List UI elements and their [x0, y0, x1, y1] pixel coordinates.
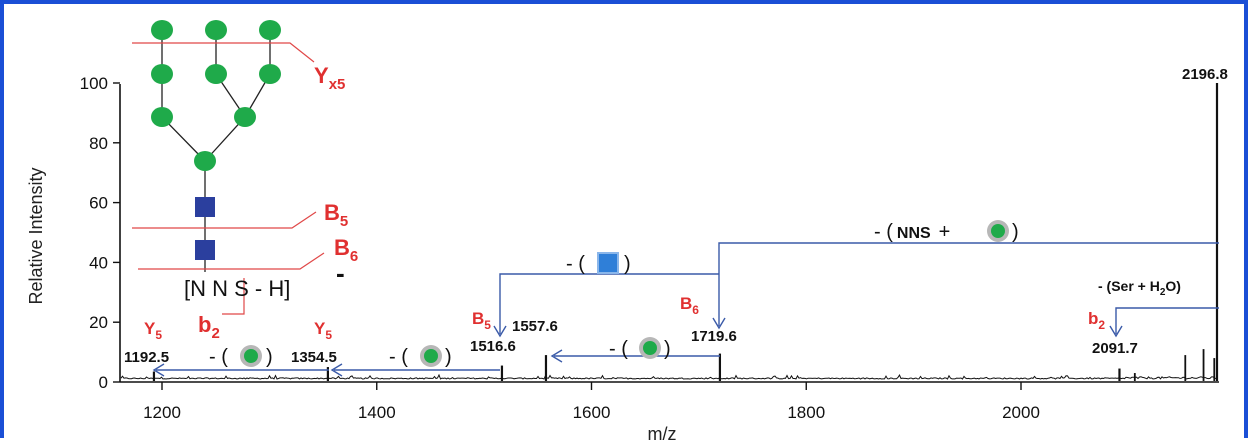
x-tick-label: 1200	[143, 403, 181, 422]
loss-hex-1557: - (	[609, 338, 628, 360]
spectrum-baseline	[120, 373, 1218, 380]
structure-label-b6: B6	[334, 235, 358, 265]
loss-nns-hex: - (NNS +	[874, 221, 950, 243]
ion-label-b2: b2	[1088, 309, 1105, 332]
cleavage-line-b6	[138, 252, 325, 270]
spectrum-peaks	[152, 83, 1219, 381]
charge-label: -	[336, 258, 345, 288]
x-ticks: 1200 1400 1600 1800 2000	[143, 382, 1040, 422]
y-ticks: 0 20 40 60 80 100	[80, 74, 120, 392]
y-tick-label: 40	[89, 253, 108, 272]
hexose-icon	[151, 107, 173, 127]
x-axis-label: m/z	[648, 424, 677, 442]
ion-label-b5: B5	[472, 309, 491, 332]
arrowhead-4	[550, 349, 563, 363]
hexnac-icon	[195, 197, 215, 217]
y-axis-label: Relative Intensity	[26, 167, 46, 304]
hexose-icon	[205, 64, 227, 84]
ion-label-y5-1354: Y5	[314, 319, 332, 342]
arrowhead-1	[712, 317, 726, 330]
hexose-icon	[259, 64, 281, 84]
structure-label-b2: b2	[198, 312, 220, 342]
peak-label-1719-6: 1719.6	[691, 328, 737, 345]
x-tick-label: 1600	[573, 403, 611, 422]
fragment-arrows	[152, 242, 1219, 377]
x-tick-label: 1800	[787, 403, 825, 422]
hexose-icon	[205, 20, 227, 40]
hexnac-icon	[195, 240, 215, 260]
hexnac-light-icon	[597, 252, 619, 274]
cleavage-line-b2	[222, 278, 245, 315]
y-tick-label: 0	[99, 373, 108, 392]
hexose-icon-core	[991, 224, 1005, 238]
hexose-icon	[151, 64, 173, 84]
glycan-structure: Yx5 B5 B6 [N N S - H] - b2	[132, 20, 358, 342]
ion-label-y5-1192: Y5	[144, 319, 162, 342]
loss-hex-1557-close: )	[664, 338, 671, 360]
loss-ser-h2o: - (Ser + H2O)	[1098, 278, 1181, 298]
hexose-icon	[194, 151, 216, 171]
peak-label-2091-7: 2091.7	[1092, 340, 1138, 357]
cleavage-line-b5	[132, 211, 317, 229]
sequence-label: [N N S - H]	[184, 276, 290, 301]
peak-label-1557-6: 1557.6	[512, 318, 558, 335]
structure-label-yx5: Yx5	[314, 63, 345, 93]
loss-hex-1192: - (	[209, 346, 228, 368]
y-tick-label: 80	[89, 134, 108, 153]
loss-hexnac: - (	[566, 253, 585, 275]
x-tick-label: 1400	[358, 403, 396, 422]
structure-label-b5: B5	[324, 200, 348, 230]
loss-nns-close: )	[1012, 221, 1019, 243]
loss-hex-1354-close: )	[445, 346, 452, 368]
hexose-icon-core	[424, 349, 438, 363]
hexose-icon	[151, 20, 173, 40]
loss-hexnac-close: )	[624, 253, 631, 275]
x-tick-label: 2000	[1002, 403, 1040, 422]
hexose-icon-core	[244, 349, 258, 363]
peak-label-1354-5: 1354.5	[291, 349, 337, 366]
ion-label-b6: B6	[680, 294, 699, 317]
loss-hex-1354: - (	[389, 346, 408, 368]
y-tick-label: 60	[89, 194, 108, 213]
peak-label-2196-8: 2196.8	[1182, 66, 1228, 83]
arrowhead-6	[152, 363, 165, 377]
arrowhead-2	[493, 325, 507, 338]
cleavage-line-yx5	[132, 42, 315, 63]
y-tick-label: 20	[89, 313, 108, 332]
hexose-icon	[259, 20, 281, 40]
hexose-icon-core	[643, 341, 657, 355]
peak-label-1516-6: 1516.6	[470, 338, 516, 355]
arrowhead-3	[1109, 325, 1123, 338]
y-tick-label: 100	[80, 74, 108, 93]
arrowhead-5	[330, 363, 343, 377]
loss-hex-1192-close: )	[266, 346, 273, 368]
hexose-icon	[234, 107, 256, 127]
arrow-hexnac-loss	[499, 273, 719, 334]
peak-label-1192-5: 1192.5	[124, 349, 169, 366]
arrow-ser-h2o-loss	[1115, 307, 1219, 334]
ms-spectrum-chart: 0 20 40 60 80 100 1200 1400 1600 1800 2000 m/z Re…	[26, 20, 1228, 442]
arrow-nns-loss	[718, 242, 1219, 326]
